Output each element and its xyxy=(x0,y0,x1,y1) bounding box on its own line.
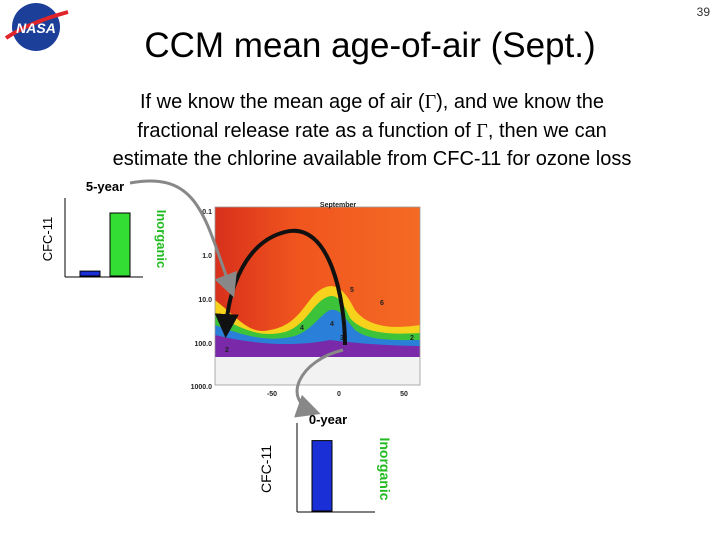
contour-label: 6 xyxy=(380,300,384,307)
bar-diagrams: 5-year CFC-11 Inorganic 0-year CFC-11 Inorgan… xyxy=(40,179,393,513)
y-tick-label: 100.0 xyxy=(194,341,212,348)
contour-label: 4 xyxy=(300,325,304,332)
inorganic-bar xyxy=(109,212,131,277)
body-line: If we know the mean age of air (Γ), and … xyxy=(140,91,604,113)
x-tick-label: 50 xyxy=(400,391,408,398)
contour-label: 4 xyxy=(330,321,334,328)
diagram-label: 5-year xyxy=(86,179,124,194)
y-tick-label: 10.0 xyxy=(198,297,212,304)
contour-label: 2 xyxy=(225,347,229,354)
contour-label: 2 xyxy=(410,335,414,342)
y-tick-label: 0.1 xyxy=(202,209,212,216)
y-tick-label: 1.0 xyxy=(202,253,212,260)
body-line: fractional release rate as a function of… xyxy=(137,120,607,142)
contour-label: 5 xyxy=(350,287,354,294)
x-tick-label: -50 xyxy=(267,391,277,398)
y-tick-label: 1000.0 xyxy=(191,384,213,391)
axis-label: Inorganic xyxy=(154,210,169,269)
symbol: Γ xyxy=(425,91,437,113)
axis-label: CFC-11 xyxy=(258,445,274,493)
contour-label: 3 xyxy=(340,335,344,342)
body-line: estimate the chlorine available from CFC… xyxy=(113,148,632,170)
symbol: Γ xyxy=(476,120,488,142)
contour-plot: September 0.1 1.0 10.0 100.0 1000.0 -50 … xyxy=(191,202,421,398)
pointer-arrow xyxy=(129,179,237,298)
cfc11-bar xyxy=(311,440,333,512)
text: ), and we know the xyxy=(436,91,604,113)
pointer-arrow xyxy=(294,348,344,418)
text: If we know the mean age of air ( xyxy=(140,91,425,113)
cfc11-bar xyxy=(79,270,101,277)
plot-title: September xyxy=(320,202,356,209)
slide-title: CCM mean age-of-air (Sept.) xyxy=(144,26,595,65)
x-tick-label: 0 xyxy=(337,391,341,398)
diagram-label: 0-year xyxy=(309,412,347,427)
axis-label: Inorganic xyxy=(377,437,393,500)
slide-number: 39 xyxy=(697,5,711,19)
body-text: If we know the mean age of air (Γ), and … xyxy=(113,91,632,170)
text: , then we can xyxy=(488,120,607,142)
logo: NASA xyxy=(4,3,69,51)
logo-text: NASA xyxy=(16,20,56,36)
axis-label: CFC-11 xyxy=(40,217,55,262)
text: fractional release rate as a function of xyxy=(137,120,476,142)
